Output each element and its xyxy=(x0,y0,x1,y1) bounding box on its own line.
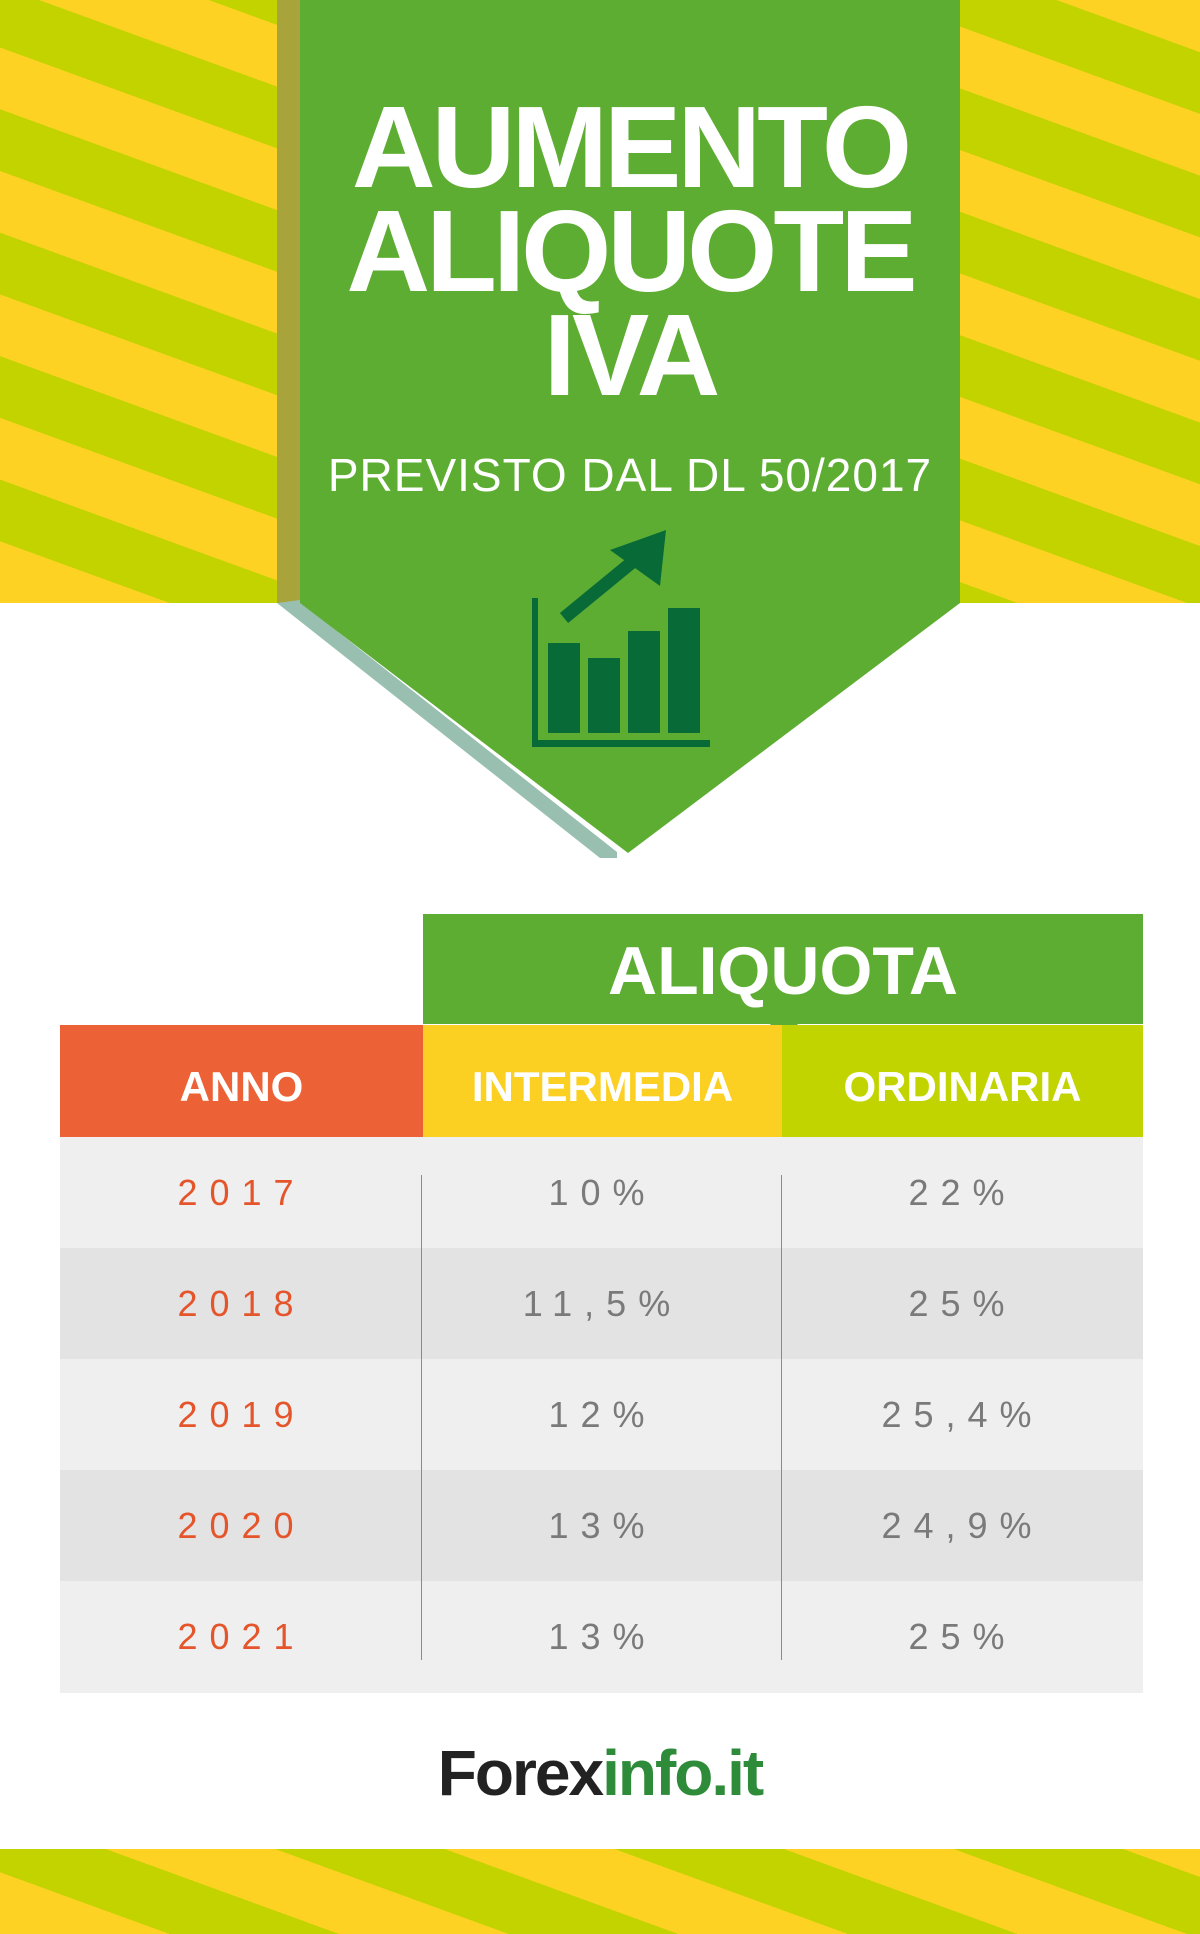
table-row: 2018 11,5% 25% xyxy=(60,1248,1143,1359)
table-row: 2020 13% 24,9% xyxy=(60,1470,1143,1581)
rates-table: 2017 10% 22% 2018 11,5% 25% 2019 12% 25,… xyxy=(60,1137,1143,1693)
logo-text-forex: Forex xyxy=(437,1737,604,1809)
column-header-anno-label: ANNO xyxy=(179,1063,304,1110)
cell-anno: 2021 xyxy=(177,1616,306,1657)
page-title: AUMENTO ALIQUOTE IVA xyxy=(300,82,960,420)
aliquota-label: ALIQUOTA xyxy=(607,933,959,1009)
forexinfo-logo: Forexinfo.it xyxy=(0,1736,1200,1810)
cell-intermedia: 10% xyxy=(548,1171,657,1213)
cell-intermedia: 11,5% xyxy=(522,1282,683,1324)
title-line-3: IVA xyxy=(543,290,721,420)
cell-anno: 2019 xyxy=(177,1393,306,1435)
page-subtitle: PREVISTO DAL DL 50/2017 xyxy=(327,449,933,501)
cell-ordinaria: 24,9% xyxy=(881,1504,1044,1546)
aliquota-group-header: ALIQUOTA xyxy=(423,914,1143,1038)
column-divider xyxy=(781,1175,782,1660)
cell-intermedia: 13% xyxy=(548,1616,657,1657)
cell-ordinaria: 25% xyxy=(908,1282,1017,1324)
bottom-striped-background xyxy=(0,1849,1200,1934)
cell-anno: 2020 xyxy=(177,1504,306,1546)
cell-intermedia: 13% xyxy=(548,1504,657,1546)
column-divider xyxy=(421,1175,422,1660)
cell-anno: 2018 xyxy=(177,1282,306,1324)
column-header-intermedia: INTERMEDIA xyxy=(423,1025,782,1151)
title-line-2: ALIQUOTE xyxy=(346,186,917,316)
cell-ordinaria: 25,4% xyxy=(881,1393,1044,1435)
cell-anno: 2017 xyxy=(177,1171,306,1213)
table-row: 2021 13% 25% xyxy=(60,1581,1143,1693)
cell-ordinaria: 25% xyxy=(908,1616,1017,1657)
logo-text-info: info.it xyxy=(602,1737,764,1809)
title-banner xyxy=(277,0,960,858)
column-header-anno: ANNO xyxy=(60,1025,423,1151)
title-line-1: AUMENTO xyxy=(351,82,912,212)
cell-ordinaria: 22% xyxy=(908,1171,1017,1213)
column-header-ordinaria-label: ORDINARIA xyxy=(843,1063,1082,1110)
bar-chart-growth-icon xyxy=(532,530,710,747)
cell-intermedia: 12% xyxy=(548,1393,657,1435)
column-header-intermedia-label: INTERMEDIA xyxy=(471,1063,734,1110)
table-row: 2019 12% 25,4% xyxy=(60,1359,1143,1470)
column-header-ordinaria: ORDINARIA xyxy=(782,1025,1143,1151)
table-row: 2017 10% 22% xyxy=(60,1137,1143,1248)
